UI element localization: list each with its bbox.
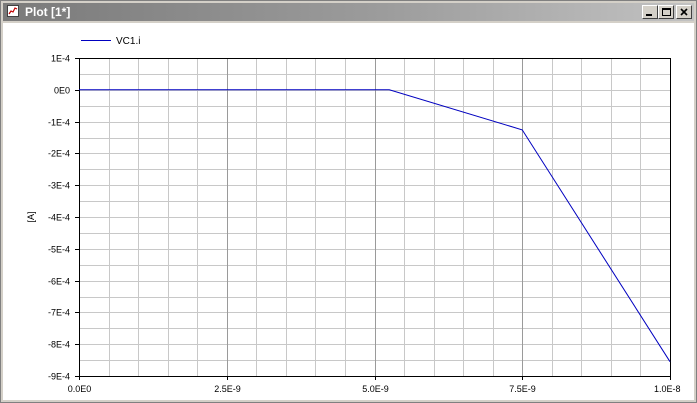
y-tick-label: -2E-4 (48, 149, 70, 159)
series-group (79, 89, 671, 362)
x-tick-label: 1.0E-8 (654, 384, 681, 394)
y-tick-label: -9E-4 (48, 372, 70, 382)
minor-grid (79, 58, 671, 377)
y-axis-label: [A] (26, 211, 36, 222)
x-tick-label: 7.5E-9 (509, 384, 536, 394)
minimize-button[interactable] (642, 5, 658, 19)
x-tick-label: 0.0E0 (68, 384, 92, 394)
y-tick-label: -3E-4 (48, 181, 70, 191)
legend-entry-label: VC1.i (116, 36, 140, 47)
x-tick-label: 2.5E-9 (214, 384, 241, 394)
y-tick-label: 1E-4 (51, 54, 70, 64)
axis-ticks: 0.0E0 2.5E-9 5.0E-9 7.5E-9 1.0E-8 1E-4 0E0 -1E-… (48, 54, 681, 395)
series-line-vc1-i[interactable] (79, 89, 671, 362)
maximize-icon (662, 8, 671, 16)
window-title: Plot [1*] (25, 5, 71, 19)
y-tick-label: 0E0 (54, 86, 70, 96)
close-icon (680, 8, 688, 16)
line-chart[interactable]: 0.0E0 2.5E-9 5.0E-9 7.5E-9 1.0E-8 1E-4 0E0 -1E-… (3, 23, 694, 400)
y-tick-label: -1E-4 (48, 118, 70, 128)
y-tick-label: -7E-4 (48, 308, 70, 318)
y-tick-label: -6E-4 (48, 277, 70, 287)
y-tick-label: -8E-4 (48, 340, 70, 350)
y-tick-label: -5E-4 (48, 245, 70, 255)
y-tick-label: -4E-4 (48, 213, 70, 223)
minimize-icon (646, 14, 652, 16)
window-controls (642, 5, 692, 19)
title-bar[interactable]: Plot [1*] (3, 3, 694, 21)
maximize-button[interactable] (658, 5, 674, 19)
plot-window-icon[interactable] (7, 5, 19, 17)
close-button[interactable] (676, 5, 692, 19)
x-tick-label: 5.0E-9 (362, 384, 389, 394)
legend[interactable]: VC1.i (81, 36, 140, 47)
plot-area[interactable]: 0.0E0 2.5E-9 5.0E-9 7.5E-9 1.0E-8 1E-4 0E0 -1E-… (3, 23, 694, 400)
